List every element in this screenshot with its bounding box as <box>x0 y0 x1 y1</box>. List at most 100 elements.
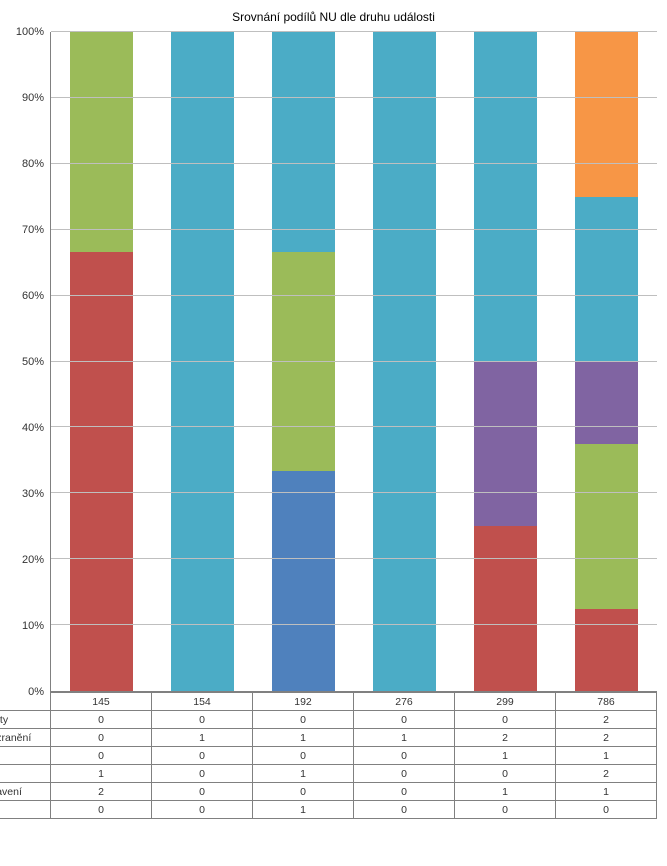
table-cell: 0 <box>354 801 455 819</box>
table-row: Medicínské přístroje/vybavení200011 <box>0 783 657 801</box>
table-cell: 1 <box>253 765 354 783</box>
y-tick-label: 10% <box>22 620 44 632</box>
table-cell: 1 <box>556 747 657 765</box>
bar-segment <box>373 32 436 691</box>
y-tick-label: 40% <box>22 422 44 434</box>
table-cell: 0 <box>253 783 354 801</box>
table-row: Nehody a neočekávaná zranění011122 <box>0 729 657 747</box>
gridline <box>51 624 657 625</box>
table-cell: 0 <box>51 711 152 729</box>
table-cell: 1 <box>455 747 556 765</box>
table-cell: 2 <box>556 729 657 747</box>
table-cell: 1 <box>51 765 152 783</box>
bar-segment <box>474 526 537 691</box>
table-column-header: 299 <box>455 693 556 711</box>
bar-stack <box>70 32 133 691</box>
bar-segment <box>474 362 537 527</box>
bar-column <box>51 32 152 691</box>
table-column-header: 192 <box>253 693 354 711</box>
bar-segment <box>272 471 335 691</box>
bar-column <box>152 32 253 691</box>
table-cell: 0 <box>152 765 253 783</box>
table-cell: 0 <box>51 801 152 819</box>
series-name: Nehody a neočekávaná zranění <box>0 732 31 744</box>
bar-column <box>455 32 556 691</box>
bar-stack <box>474 32 537 691</box>
y-tick-label: 0% <box>28 686 44 698</box>
bar-stack <box>373 32 436 691</box>
chart-title: Srovnání podílů NU dle druhu události <box>10 10 657 24</box>
bar-segment <box>171 32 234 691</box>
table-cell: 0 <box>455 711 556 729</box>
gridline <box>51 558 657 559</box>
chart-container: Srovnání podílů NU dle druhu události 0%… <box>10 10 657 819</box>
table-cell: 1 <box>455 783 556 801</box>
table-column-header: 154 <box>152 693 253 711</box>
bar-segment <box>575 362 638 444</box>
table-cell: 0 <box>354 783 455 801</box>
table-cell: 0 <box>556 801 657 819</box>
table-cell: 0 <box>152 783 253 801</box>
bar-segment <box>70 32 133 252</box>
plot-area <box>50 32 657 692</box>
bar-column <box>556 32 657 691</box>
table-column-header: 145 <box>51 693 152 711</box>
gridline <box>51 361 657 362</box>
table-cell: 2 <box>455 729 556 747</box>
table-row: Medikace / IV roztoky101002 <box>0 765 657 783</box>
y-tick-label: 100% <box>16 26 44 38</box>
bar-segment <box>575 197 638 362</box>
table-cell: 0 <box>253 711 354 729</box>
table-cell: 2 <box>556 765 657 783</box>
y-tick-label: 90% <box>22 92 44 104</box>
table-column-header: 276 <box>354 693 455 711</box>
gridline <box>51 426 657 427</box>
series-legend-cell: Dokumentace <box>0 801 51 819</box>
table-cell: 1 <box>253 729 354 747</box>
y-axis: 0%10%20%30%40%50%60%70%80%90%100% <box>10 32 50 692</box>
table-cell: 0 <box>354 747 455 765</box>
y-tick-label: 50% <box>22 356 44 368</box>
bar-segment <box>474 32 537 362</box>
bar-segment <box>575 444 638 609</box>
gridline <box>51 31 657 32</box>
table-cell: 0 <box>152 711 253 729</box>
gridline <box>51 163 657 164</box>
bar-segment <box>272 32 335 252</box>
bar-stack <box>171 32 234 691</box>
table-cell: 0 <box>152 801 253 819</box>
table-cell: 0 <box>455 765 556 783</box>
series-legend-cell: Klinický výkon <box>0 747 51 765</box>
table-cell: 2 <box>556 711 657 729</box>
series-name: Medicínské přístroje/vybavení <box>0 786 22 798</box>
y-tick-label: 70% <box>22 224 44 236</box>
table-cell: 1 <box>354 729 455 747</box>
table-cell: 1 <box>152 729 253 747</box>
gridline <box>51 97 657 98</box>
table-row: Klinický výkon000011 <box>0 747 657 765</box>
series-legend-cell: Transfuze / Krevní deriváty <box>0 711 51 729</box>
table-cell: 2 <box>51 783 152 801</box>
bar-group <box>51 32 657 691</box>
table-cell: 0 <box>152 747 253 765</box>
y-tick-label: 20% <box>22 554 44 566</box>
y-tick-label: 80% <box>22 158 44 170</box>
table-row: Transfuze / Krevní deriváty000002 <box>0 711 657 729</box>
table-cell: 0 <box>51 729 152 747</box>
plot-row: 0%10%20%30%40%50%60%70%80%90%100% <box>10 32 657 692</box>
bar-column <box>253 32 354 691</box>
bar-stack <box>272 32 335 691</box>
table-header-row: 145154192276299786 <box>0 693 657 711</box>
table-cell: 0 <box>253 747 354 765</box>
table-column-header: 786 <box>556 693 657 711</box>
series-legend-cell: Medikace / IV roztoky <box>0 765 51 783</box>
series-name: Transfuze / Krevní deriváty <box>0 714 8 726</box>
bar-segment <box>575 609 638 691</box>
gridline <box>51 295 657 296</box>
bar-segment <box>272 252 335 472</box>
y-tick-label: 60% <box>22 290 44 302</box>
gridline <box>51 229 657 230</box>
table-cell: 1 <box>253 801 354 819</box>
bar-column <box>354 32 455 691</box>
table-row: Dokumentace001000 <box>0 801 657 819</box>
